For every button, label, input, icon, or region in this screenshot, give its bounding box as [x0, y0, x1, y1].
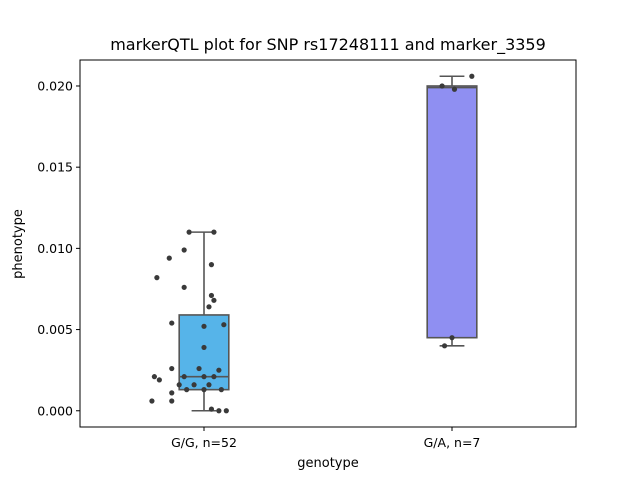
data-point — [221, 322, 227, 328]
y-tick-label: 0.010 — [37, 241, 73, 256]
y-axis-label: phenotype — [11, 209, 26, 279]
data-point — [201, 387, 207, 393]
data-point — [149, 398, 155, 404]
data-point — [169, 320, 175, 326]
plot-frame — [79, 59, 577, 428]
data-point — [216, 408, 222, 414]
data-point — [181, 247, 187, 253]
data-point — [166, 255, 172, 261]
data-point — [223, 408, 229, 414]
data-point — [449, 335, 455, 341]
x-axis-label: genotype — [297, 456, 358, 471]
points-layer — [149, 73, 475, 414]
y-tick-label: 0.015 — [37, 160, 73, 175]
data-point — [469, 73, 475, 79]
data-point — [208, 406, 215, 412]
data-point — [451, 86, 458, 92]
x-tick-label: G/A, n=7 — [424, 435, 481, 450]
data-point — [206, 382, 212, 388]
data-point — [169, 390, 175, 396]
data-point — [218, 387, 224, 393]
data-point — [211, 297, 217, 303]
y-tick-label: 0.005 — [37, 322, 73, 337]
y-tick-label: 0.000 — [37, 403, 73, 418]
data-point — [154, 275, 160, 281]
data-point — [184, 387, 190, 393]
y-axis: 0.000 0.005 0.010 0.015 0.020 — [37, 78, 80, 418]
data-point — [206, 304, 212, 310]
data-point — [211, 374, 217, 380]
data-point — [156, 377, 162, 383]
box — [426, 85, 478, 339]
data-point — [441, 343, 448, 349]
data-point — [169, 365, 175, 372]
data-point — [191, 382, 197, 388]
chart-title: markerQTL plot for SNP rs17248111 and ma… — [110, 35, 546, 55]
data-point — [211, 229, 217, 235]
data-point — [196, 365, 202, 372]
x-axis: G/G, n=52 G/A, n=7 — [171, 427, 480, 450]
data-point — [181, 284, 187, 290]
data-point — [186, 229, 192, 235]
data-point — [208, 262, 215, 268]
y-tick-label: 0.020 — [37, 78, 73, 93]
data-point — [169, 398, 175, 404]
data-point — [208, 292, 215, 299]
data-point — [201, 344, 207, 351]
data-point — [181, 374, 187, 380]
x-tick-label: G/G, n=52 — [171, 435, 237, 450]
data-point — [176, 382, 182, 388]
boxes-layer — [178, 75, 478, 412]
data-point — [216, 367, 222, 373]
data-point — [201, 323, 207, 329]
data-point — [201, 374, 207, 380]
data-point — [151, 374, 157, 380]
data-point — [439, 83, 445, 89]
